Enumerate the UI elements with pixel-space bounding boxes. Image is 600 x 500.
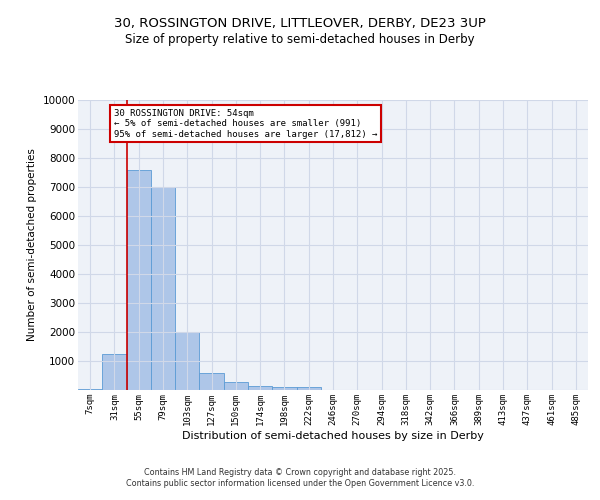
Bar	[224, 382, 248, 390]
Text: 30 ROSSINGTON DRIVE: 54sqm
← 5% of semi-detached houses are smaller (991)
95% of: 30 ROSSINGTON DRIVE: 54sqm ← 5% of semi-…	[114, 108, 377, 138]
Bar	[248, 386, 272, 390]
Bar	[175, 332, 199, 390]
Text: Size of property relative to semi-detached houses in Derby: Size of property relative to semi-detach…	[125, 32, 475, 46]
Bar	[272, 386, 296, 390]
X-axis label: Distribution of semi-detached houses by size in Derby: Distribution of semi-detached houses by …	[182, 430, 484, 440]
Y-axis label: Number of semi-detached properties: Number of semi-detached properties	[27, 148, 37, 342]
Bar	[296, 388, 321, 390]
Bar	[78, 388, 102, 390]
Text: 30, ROSSINGTON DRIVE, LITTLEOVER, DERBY, DE23 3UP: 30, ROSSINGTON DRIVE, LITTLEOVER, DERBY,…	[114, 18, 486, 30]
Text: Contains HM Land Registry data © Crown copyright and database right 2025.
Contai: Contains HM Land Registry data © Crown c…	[126, 468, 474, 487]
Bar	[102, 354, 127, 390]
Bar	[199, 373, 224, 390]
Bar	[127, 170, 151, 390]
Bar	[151, 187, 175, 390]
